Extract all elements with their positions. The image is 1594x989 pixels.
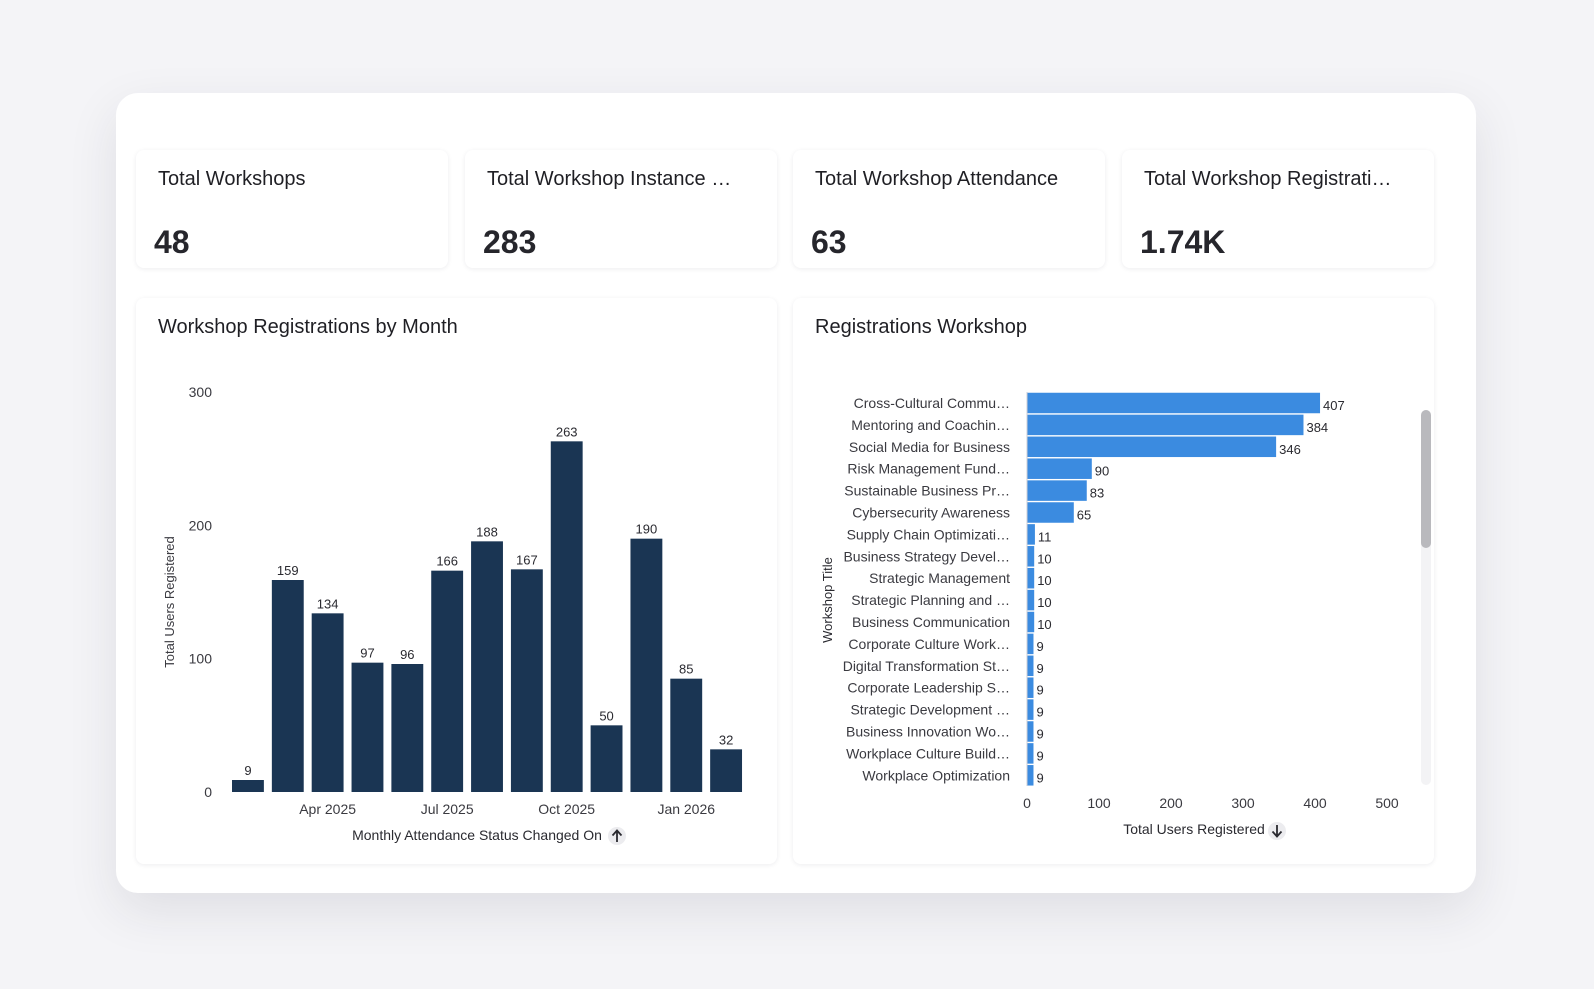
workshop-chart-card: Registrations Workshop <box>793 298 1434 864</box>
chart-title: Registrations Workshop <box>815 316 1027 338</box>
kpi-title: Total Workshop Registrati… <box>1144 168 1392 190</box>
kpi-value: 48 <box>154 224 190 260</box>
kpi-value: 283 <box>483 224 537 260</box>
chart-scrollbar-thumb[interactable] <box>1421 410 1431 548</box>
kpi-value: 1.74K <box>1140 224 1226 260</box>
kpi-title: Total Workshop Instance … <box>487 168 732 190</box>
chart-scrollbar[interactable] <box>1421 410 1431 785</box>
kpi-title: Total Workshops <box>158 168 306 190</box>
month-chart-card: Workshop Registrations by Month <box>136 298 777 864</box>
kpi-card-total-workshops[interactable]: Total Workshops 48 <box>136 150 448 268</box>
chart-title: Workshop Registrations by Month <box>158 316 458 338</box>
kpi-value: 63 <box>811 224 847 260</box>
kpi-card-total-attendance[interactable]: Total Workshop Attendance 63 <box>793 150 1105 268</box>
kpi-card-total-registrations[interactable]: Total Workshop Registrati… 1.74K <box>1122 150 1434 268</box>
kpi-card-total-instances[interactable]: Total Workshop Instance … 283 <box>465 150 777 268</box>
kpi-title: Total Workshop Attendance <box>815 168 1059 190</box>
